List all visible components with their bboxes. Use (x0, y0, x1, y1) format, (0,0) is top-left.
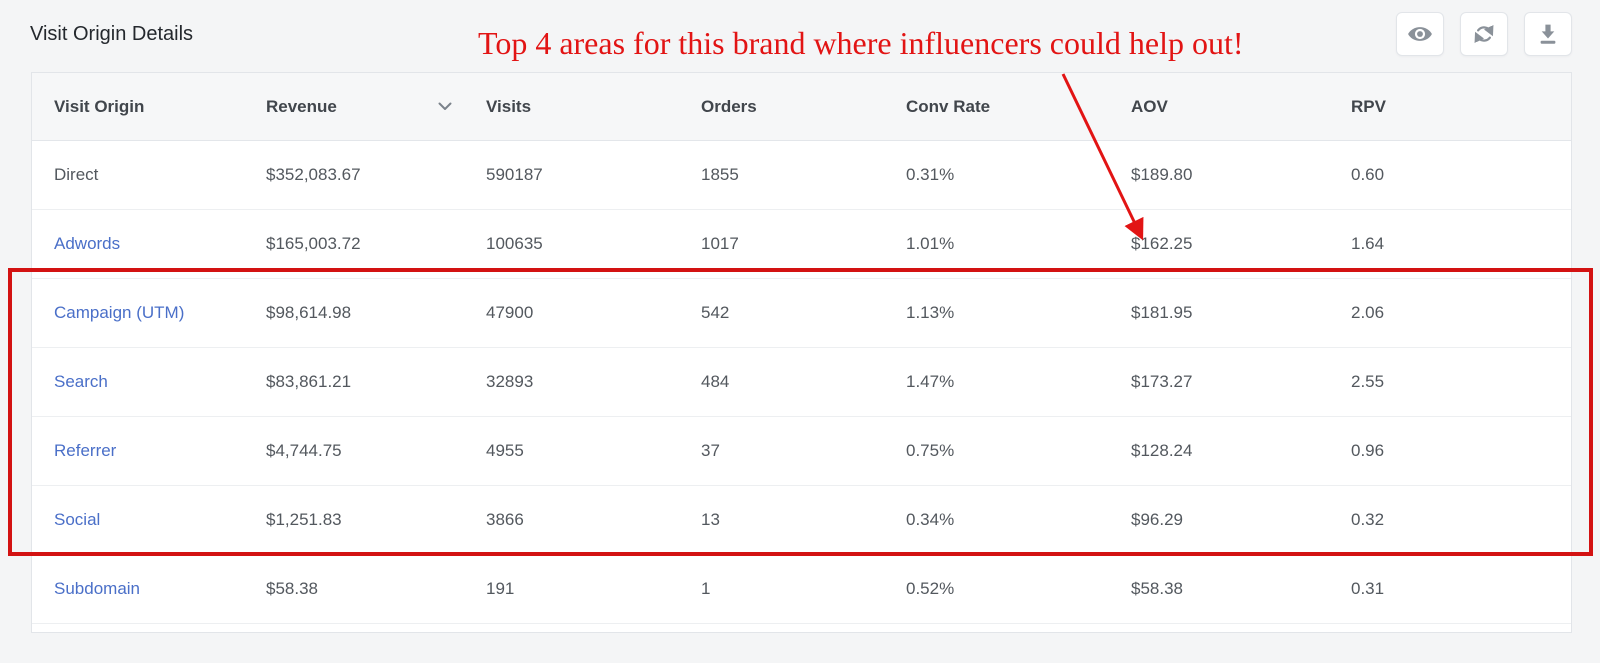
column-header-orders[interactable]: Orders (701, 96, 757, 116)
cell-rpv: 0.32 (1351, 510, 1385, 529)
cell-aov: $96.29 (1131, 510, 1183, 529)
cell-aov: $173.27 (1131, 372, 1193, 391)
cell-aov: $162.25 (1131, 234, 1193, 253)
refresh-icon (1471, 21, 1497, 47)
column-header-aov[interactable]: AOV (1131, 96, 1168, 116)
column-header-visit-origin[interactable]: Visit Origin (54, 96, 145, 116)
download-icon (1535, 21, 1561, 47)
cell-orders: 1 (701, 579, 711, 598)
cell-orders: 1017 (701, 234, 739, 253)
cell-conv-rate: 1.01% (906, 234, 955, 253)
cell-conv-rate: 0.52% (906, 579, 955, 598)
cell-rpv: 0.60 (1351, 165, 1385, 184)
cell-conv-rate: 0.34% (906, 510, 955, 529)
cell-revenue: $98,614.98 (266, 303, 352, 322)
download-button[interactable] (1524, 12, 1572, 56)
table-row: Social $1,251.83 3866 13 0.34% $96.29 0.… (32, 486, 1571, 555)
cell-visit-origin[interactable]: Referrer (54, 441, 117, 460)
column-header-revenue[interactable]: Revenue (266, 97, 486, 117)
cell-visit-origin[interactable]: Campaign (UTM) (54, 303, 185, 322)
cell-aov: $189.80 (1131, 165, 1193, 184)
refresh-button[interactable] (1460, 12, 1508, 56)
column-header-rpv[interactable]: RPV (1351, 96, 1386, 116)
cell-orders: 37 (701, 441, 720, 460)
cell-visits: 47900 (486, 303, 534, 322)
table-row: Campaign (UTM) $98,614.98 47900 542 1.13… (32, 279, 1571, 348)
cell-conv-rate: 1.13% (906, 303, 955, 322)
table-header-row: Visit Origin Revenue Visits Orders Conv … (32, 73, 1571, 141)
column-header-visits[interactable]: Visits (486, 96, 532, 116)
cell-conv-rate: 0.75% (906, 441, 955, 460)
cell-revenue: $83,861.21 (266, 372, 352, 391)
chevron-down-icon[interactable] (438, 102, 452, 111)
preview-button[interactable] (1396, 12, 1444, 56)
cell-revenue: $352,083.67 (266, 165, 361, 184)
cell-aov: $58.38 (1131, 579, 1183, 598)
cell-visits: 3866 (486, 510, 524, 529)
visit-origin-table-card: Visit Origin Revenue Visits Orders Conv … (31, 72, 1572, 633)
cell-orders: 542 (701, 303, 730, 322)
cell-orders: 484 (701, 372, 730, 391)
cell-aov: $128.24 (1131, 441, 1193, 460)
cell-aov: $181.95 (1131, 303, 1193, 322)
column-header-conv-rate[interactable]: Conv Rate (906, 96, 991, 116)
cell-rpv: 0.96 (1351, 441, 1385, 460)
table-row: Referrer $4,744.75 4955 37 0.75% $128.24… (32, 417, 1571, 486)
table-row: Direct $352,083.67 590187 1855 0.31% $18… (32, 141, 1571, 210)
cell-visits: 100635 (486, 234, 543, 253)
cell-visits: 4955 (486, 441, 524, 460)
annotation-text: Top 4 areas for this brand where influen… (478, 25, 1244, 61)
cell-rpv: 0.31 (1351, 579, 1385, 598)
cell-revenue: $165,003.72 (266, 234, 361, 253)
table-row: Subdomain $58.38 191 1 0.52% $58.38 0.31 (32, 555, 1571, 624)
cell-visits: 32893 (486, 372, 534, 391)
cell-conv-rate: 1.47% (906, 372, 955, 391)
cell-rpv: 2.55 (1351, 372, 1385, 391)
table-body: Direct $352,083.67 590187 1855 0.31% $18… (32, 141, 1571, 624)
cell-revenue: $4,744.75 (266, 441, 342, 460)
cell-visits: 590187 (486, 165, 543, 184)
cell-revenue: $1,251.83 (266, 510, 342, 529)
cell-conv-rate: 0.31% (906, 165, 955, 184)
cell-visit-origin[interactable]: Subdomain (54, 579, 141, 598)
eye-icon (1407, 21, 1433, 47)
cell-orders: 13 (701, 510, 720, 529)
cell-revenue: $58.38 (266, 579, 318, 598)
cell-visit-origin: Direct (54, 165, 99, 184)
page-title: Visit Origin Details (30, 23, 194, 45)
cell-visit-origin[interactable]: Adwords (54, 234, 121, 253)
table-row: Adwords $165,003.72 100635 1017 1.01% $1… (32, 210, 1571, 279)
cell-rpv: 1.64 (1351, 234, 1385, 253)
cell-orders: 1855 (701, 165, 739, 184)
cell-visit-origin[interactable]: Search (54, 372, 108, 391)
table-row: Search $83,861.21 32893 484 1.47% $173.2… (32, 348, 1571, 417)
cell-visits: 191 (486, 579, 515, 598)
cell-visit-origin[interactable]: Social (54, 510, 101, 529)
cell-rpv: 2.06 (1351, 303, 1385, 322)
